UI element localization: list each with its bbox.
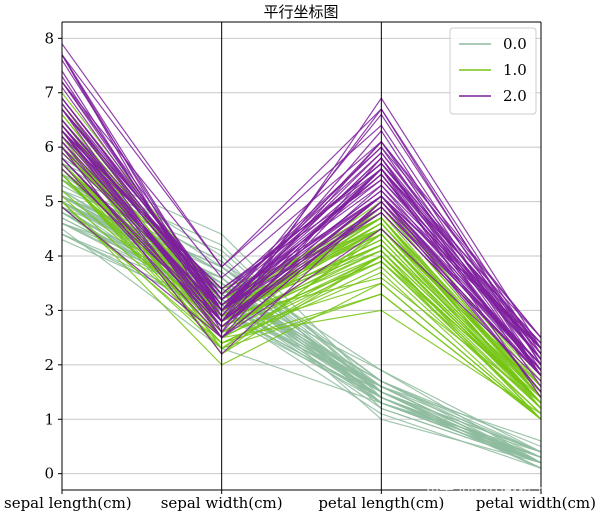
series-line (61, 108, 542, 339)
chart-title: 平行坐标图 (263, 3, 338, 21)
series-line (61, 125, 542, 355)
legend-label: 2.0 (503, 87, 527, 105)
y-tick-label: 5 (44, 193, 54, 211)
series-line (61, 108, 542, 344)
x-tick-label: petal width(cm) (476, 494, 596, 512)
y-tick-label: 6 (44, 138, 54, 156)
y-tick-label: 3 (44, 301, 54, 319)
series-line (61, 206, 542, 382)
series-line (61, 201, 542, 420)
y-tick-label: 7 (44, 84, 54, 102)
y-tick-label: 1 (44, 410, 54, 428)
series-line (61, 173, 542, 404)
series-line (61, 135, 542, 349)
watermark: 知乎 @小小数据分析 (424, 480, 564, 498)
series-line (61, 54, 542, 355)
x-tick-label: sepal length(cm) (4, 494, 132, 512)
series-line (61, 173, 542, 420)
series-line (61, 54, 542, 366)
x-tick-label: petal length(cm) (318, 494, 444, 512)
legend: 0.0 1.0 2.0 (449, 27, 537, 115)
legend-box (449, 27, 537, 115)
series-line (61, 195, 542, 415)
series-line (61, 152, 542, 377)
y-tick-label: 4 (44, 247, 54, 265)
y-tick-label: 0 (44, 465, 54, 483)
y-ticks: 0 1 2 3 4 5 6 7 8 (44, 29, 62, 483)
series-line (61, 119, 542, 366)
legend-label: 0.0 (503, 35, 527, 53)
series-line (61, 146, 542, 393)
series-line (61, 157, 542, 371)
legend-label: 1.0 (503, 61, 527, 79)
data-lines (61, 43, 542, 469)
grid-lines (62, 37, 541, 475)
y-tick-label: 2 (44, 356, 54, 374)
y-tick-label: 8 (44, 29, 54, 47)
series-line (61, 81, 542, 338)
x-tick-label: sepal width(cm) (161, 494, 283, 512)
x-tick-labels: sepal length(cm) sepal width(cm) petal len… (4, 490, 596, 512)
